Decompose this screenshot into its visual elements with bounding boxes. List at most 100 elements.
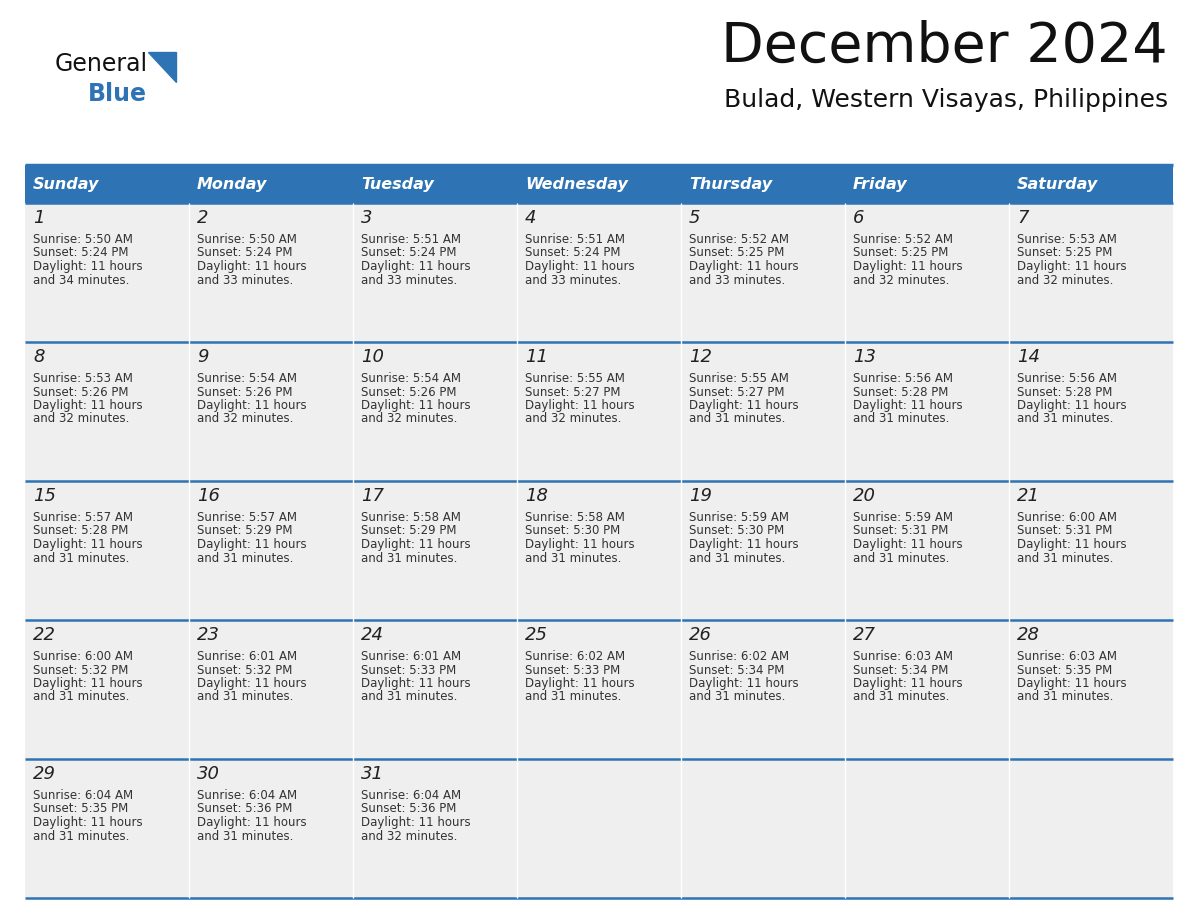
- Text: Daylight: 11 hours: Daylight: 11 hours: [197, 816, 307, 829]
- Text: Sunrise: 5:51 AM: Sunrise: 5:51 AM: [361, 233, 461, 246]
- Text: Sunset: 5:27 PM: Sunset: 5:27 PM: [689, 386, 784, 398]
- Text: Sunrise: 5:59 AM: Sunrise: 5:59 AM: [853, 511, 953, 524]
- Text: Sunrise: 5:51 AM: Sunrise: 5:51 AM: [525, 233, 625, 246]
- Bar: [517, 342, 681, 481]
- Text: 16: 16: [197, 487, 220, 505]
- Text: Sunset: 5:26 PM: Sunset: 5:26 PM: [33, 386, 128, 398]
- Bar: [845, 165, 1009, 203]
- Text: and 31 minutes.: and 31 minutes.: [33, 690, 129, 703]
- Text: Sunset: 5:31 PM: Sunset: 5:31 PM: [853, 524, 948, 538]
- Text: Sunset: 5:24 PM: Sunset: 5:24 PM: [525, 247, 620, 260]
- Bar: [1009, 342, 1173, 481]
- Text: and 31 minutes.: and 31 minutes.: [361, 690, 457, 703]
- Bar: [353, 342, 517, 481]
- Text: and 31 minutes.: and 31 minutes.: [853, 690, 949, 703]
- Text: Daylight: 11 hours: Daylight: 11 hours: [525, 399, 634, 412]
- Text: Sunrise: 5:54 AM: Sunrise: 5:54 AM: [361, 372, 461, 385]
- Text: Sunset: 5:26 PM: Sunset: 5:26 PM: [197, 386, 292, 398]
- Bar: [1009, 759, 1173, 898]
- Bar: [1009, 481, 1173, 620]
- Text: Sunrise: 5:58 AM: Sunrise: 5:58 AM: [525, 511, 625, 524]
- Text: 25: 25: [525, 626, 548, 644]
- Text: Sunrise: 5:56 AM: Sunrise: 5:56 AM: [1017, 372, 1117, 385]
- Text: and 34 minutes.: and 34 minutes.: [33, 274, 129, 286]
- Bar: [681, 481, 845, 620]
- Text: 5: 5: [689, 209, 701, 227]
- Bar: [189, 165, 353, 203]
- Text: Daylight: 11 hours: Daylight: 11 hours: [361, 816, 470, 829]
- Text: and 31 minutes.: and 31 minutes.: [689, 552, 785, 565]
- Bar: [845, 203, 1009, 342]
- Text: and 33 minutes.: and 33 minutes.: [689, 274, 785, 286]
- Text: 15: 15: [33, 487, 56, 505]
- Text: Sunrise: 6:02 AM: Sunrise: 6:02 AM: [525, 650, 625, 663]
- Bar: [517, 620, 681, 759]
- Text: 20: 20: [853, 487, 876, 505]
- Text: Daylight: 11 hours: Daylight: 11 hours: [853, 538, 962, 551]
- Text: Daylight: 11 hours: Daylight: 11 hours: [525, 538, 634, 551]
- Text: Sunset: 5:36 PM: Sunset: 5:36 PM: [361, 802, 456, 815]
- Bar: [681, 759, 845, 898]
- Text: Sunrise: 5:56 AM: Sunrise: 5:56 AM: [853, 372, 953, 385]
- Text: Thursday: Thursday: [689, 176, 772, 192]
- Text: Daylight: 11 hours: Daylight: 11 hours: [33, 399, 143, 412]
- Bar: [681, 620, 845, 759]
- Text: Sunset: 5:34 PM: Sunset: 5:34 PM: [853, 664, 948, 677]
- Text: Daylight: 11 hours: Daylight: 11 hours: [361, 399, 470, 412]
- Text: Sunset: 5:34 PM: Sunset: 5:34 PM: [689, 664, 784, 677]
- Text: Sunrise: 6:01 AM: Sunrise: 6:01 AM: [197, 650, 297, 663]
- Text: Daylight: 11 hours: Daylight: 11 hours: [1017, 538, 1126, 551]
- Text: Sunrise: 5:52 AM: Sunrise: 5:52 AM: [689, 233, 789, 246]
- Text: Sunrise: 6:01 AM: Sunrise: 6:01 AM: [361, 650, 461, 663]
- Text: and 32 minutes.: and 32 minutes.: [853, 274, 949, 286]
- Text: and 31 minutes.: and 31 minutes.: [33, 830, 129, 843]
- Text: 13: 13: [853, 348, 876, 366]
- Text: Sunrise: 5:54 AM: Sunrise: 5:54 AM: [197, 372, 297, 385]
- Text: and 32 minutes.: and 32 minutes.: [525, 412, 621, 426]
- Text: and 31 minutes.: and 31 minutes.: [197, 552, 293, 565]
- Text: Daylight: 11 hours: Daylight: 11 hours: [33, 538, 143, 551]
- Text: Sunrise: 6:02 AM: Sunrise: 6:02 AM: [689, 650, 789, 663]
- Bar: [845, 759, 1009, 898]
- Text: and 31 minutes.: and 31 minutes.: [689, 690, 785, 703]
- Text: Daylight: 11 hours: Daylight: 11 hours: [853, 260, 962, 273]
- Text: Sunset: 5:33 PM: Sunset: 5:33 PM: [525, 664, 620, 677]
- Text: 27: 27: [853, 626, 876, 644]
- Text: Sunrise: 6:00 AM: Sunrise: 6:00 AM: [33, 650, 133, 663]
- Text: Sunset: 5:29 PM: Sunset: 5:29 PM: [197, 524, 292, 538]
- Text: and 31 minutes.: and 31 minutes.: [853, 552, 949, 565]
- Text: 9: 9: [197, 348, 209, 366]
- Text: and 31 minutes.: and 31 minutes.: [33, 552, 129, 565]
- Text: and 31 minutes.: and 31 minutes.: [361, 552, 457, 565]
- Text: Daylight: 11 hours: Daylight: 11 hours: [1017, 677, 1126, 690]
- Text: 29: 29: [33, 765, 56, 783]
- Text: and 32 minutes.: and 32 minutes.: [1017, 274, 1113, 286]
- Text: Daylight: 11 hours: Daylight: 11 hours: [689, 677, 798, 690]
- Text: and 31 minutes.: and 31 minutes.: [197, 690, 293, 703]
- Text: 12: 12: [689, 348, 712, 366]
- Text: Sunrise: 5:50 AM: Sunrise: 5:50 AM: [197, 233, 297, 246]
- Text: Daylight: 11 hours: Daylight: 11 hours: [689, 260, 798, 273]
- Text: Daylight: 11 hours: Daylight: 11 hours: [689, 399, 798, 412]
- Bar: [25, 620, 189, 759]
- Text: Sunrise: 5:53 AM: Sunrise: 5:53 AM: [33, 372, 133, 385]
- Text: Sunrise: 5:50 AM: Sunrise: 5:50 AM: [33, 233, 133, 246]
- Text: and 31 minutes.: and 31 minutes.: [1017, 690, 1113, 703]
- Text: 14: 14: [1017, 348, 1040, 366]
- Bar: [517, 481, 681, 620]
- Text: Sunset: 5:32 PM: Sunset: 5:32 PM: [33, 664, 128, 677]
- Text: Friday: Friday: [853, 176, 908, 192]
- Text: and 31 minutes.: and 31 minutes.: [525, 552, 621, 565]
- Text: Daylight: 11 hours: Daylight: 11 hours: [1017, 399, 1126, 412]
- Text: 2: 2: [197, 209, 209, 227]
- Bar: [25, 203, 189, 342]
- Text: Sunrise: 5:58 AM: Sunrise: 5:58 AM: [361, 511, 461, 524]
- Text: Sunset: 5:30 PM: Sunset: 5:30 PM: [525, 524, 620, 538]
- Text: 28: 28: [1017, 626, 1040, 644]
- Text: and 31 minutes.: and 31 minutes.: [689, 412, 785, 426]
- Bar: [189, 759, 353, 898]
- Text: 23: 23: [197, 626, 220, 644]
- Text: Sunrise: 5:55 AM: Sunrise: 5:55 AM: [525, 372, 625, 385]
- Text: Sunset: 5:31 PM: Sunset: 5:31 PM: [1017, 524, 1112, 538]
- Text: Daylight: 11 hours: Daylight: 11 hours: [361, 538, 470, 551]
